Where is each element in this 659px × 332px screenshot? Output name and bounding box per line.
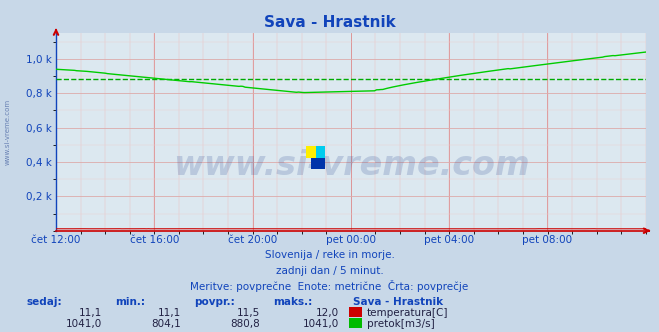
Text: 11,5: 11,5 — [237, 308, 260, 318]
Text: temperatura[C]: temperatura[C] — [367, 308, 449, 318]
Text: Slovenija / reke in morje.: Slovenija / reke in morje. — [264, 250, 395, 260]
Text: sedaj:: sedaj: — [26, 297, 62, 307]
Text: maks.:: maks.: — [273, 297, 313, 307]
Text: 880,8: 880,8 — [231, 319, 260, 329]
Bar — [306, 146, 316, 158]
Text: 1041,0: 1041,0 — [303, 319, 339, 329]
Text: www.si-vreme.com: www.si-vreme.com — [5, 99, 11, 165]
Bar — [311, 158, 325, 169]
Text: zadnji dan / 5 minut.: zadnji dan / 5 minut. — [275, 266, 384, 276]
Text: Sava - Hrastnik: Sava - Hrastnik — [353, 297, 443, 307]
Bar — [316, 146, 325, 158]
Text: pretok[m3/s]: pretok[m3/s] — [367, 319, 435, 329]
Text: www.si-vreme.com: www.si-vreme.com — [173, 149, 529, 182]
Text: 804,1: 804,1 — [152, 319, 181, 329]
Text: Meritve: povprečne  Enote: metrične  Črta: povprečje: Meritve: povprečne Enote: metrične Črta:… — [190, 280, 469, 292]
Text: 1041,0: 1041,0 — [66, 319, 102, 329]
Text: 12,0: 12,0 — [316, 308, 339, 318]
Text: 11,1: 11,1 — [79, 308, 102, 318]
Text: 11,1: 11,1 — [158, 308, 181, 318]
Text: Sava - Hrastnik: Sava - Hrastnik — [264, 15, 395, 30]
Text: povpr.:: povpr.: — [194, 297, 235, 307]
Text: min.:: min.: — [115, 297, 146, 307]
